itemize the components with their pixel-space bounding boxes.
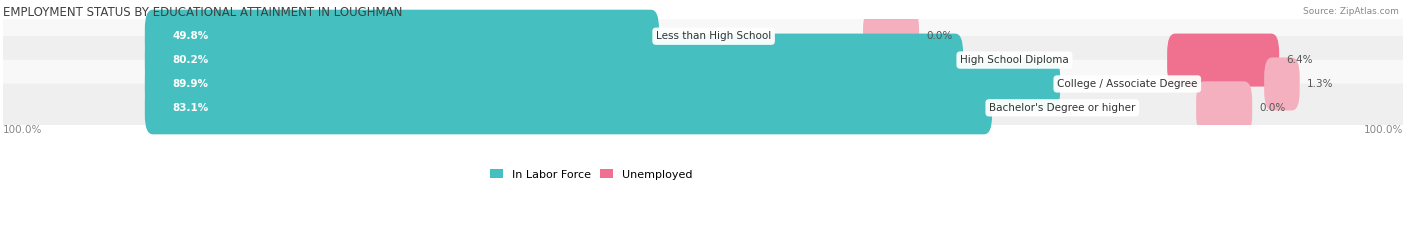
Text: 49.8%: 49.8% bbox=[173, 31, 209, 41]
Text: Less than High School: Less than High School bbox=[657, 31, 772, 41]
Legend: In Labor Force, Unemployed: In Labor Force, Unemployed bbox=[485, 165, 697, 184]
Text: 0.0%: 0.0% bbox=[1260, 103, 1285, 113]
Text: 80.2%: 80.2% bbox=[173, 55, 209, 65]
FancyBboxPatch shape bbox=[145, 34, 963, 87]
Text: Source: ZipAtlas.com: Source: ZipAtlas.com bbox=[1303, 7, 1399, 16]
Text: College / Associate Degree: College / Associate Degree bbox=[1057, 79, 1198, 89]
Text: High School Diploma: High School Diploma bbox=[960, 55, 1069, 65]
FancyBboxPatch shape bbox=[0, 60, 1406, 108]
FancyBboxPatch shape bbox=[863, 10, 920, 63]
Text: 100.0%: 100.0% bbox=[3, 125, 42, 135]
FancyBboxPatch shape bbox=[0, 12, 1406, 60]
Text: 0.0%: 0.0% bbox=[927, 31, 952, 41]
Text: 83.1%: 83.1% bbox=[173, 103, 209, 113]
FancyBboxPatch shape bbox=[1264, 58, 1299, 110]
Text: 100.0%: 100.0% bbox=[1364, 125, 1403, 135]
FancyBboxPatch shape bbox=[1197, 81, 1253, 134]
Text: Bachelor's Degree or higher: Bachelor's Degree or higher bbox=[988, 103, 1136, 113]
FancyBboxPatch shape bbox=[0, 84, 1406, 132]
FancyBboxPatch shape bbox=[0, 36, 1406, 84]
FancyBboxPatch shape bbox=[145, 81, 993, 134]
FancyBboxPatch shape bbox=[1167, 34, 1279, 87]
FancyBboxPatch shape bbox=[145, 58, 1060, 110]
Text: EMPLOYMENT STATUS BY EDUCATIONAL ATTAINMENT IN LOUGHMAN: EMPLOYMENT STATUS BY EDUCATIONAL ATTAINM… bbox=[3, 6, 402, 19]
FancyBboxPatch shape bbox=[145, 10, 659, 63]
Text: 1.3%: 1.3% bbox=[1306, 79, 1333, 89]
Text: 6.4%: 6.4% bbox=[1286, 55, 1313, 65]
Text: 89.9%: 89.9% bbox=[173, 79, 209, 89]
